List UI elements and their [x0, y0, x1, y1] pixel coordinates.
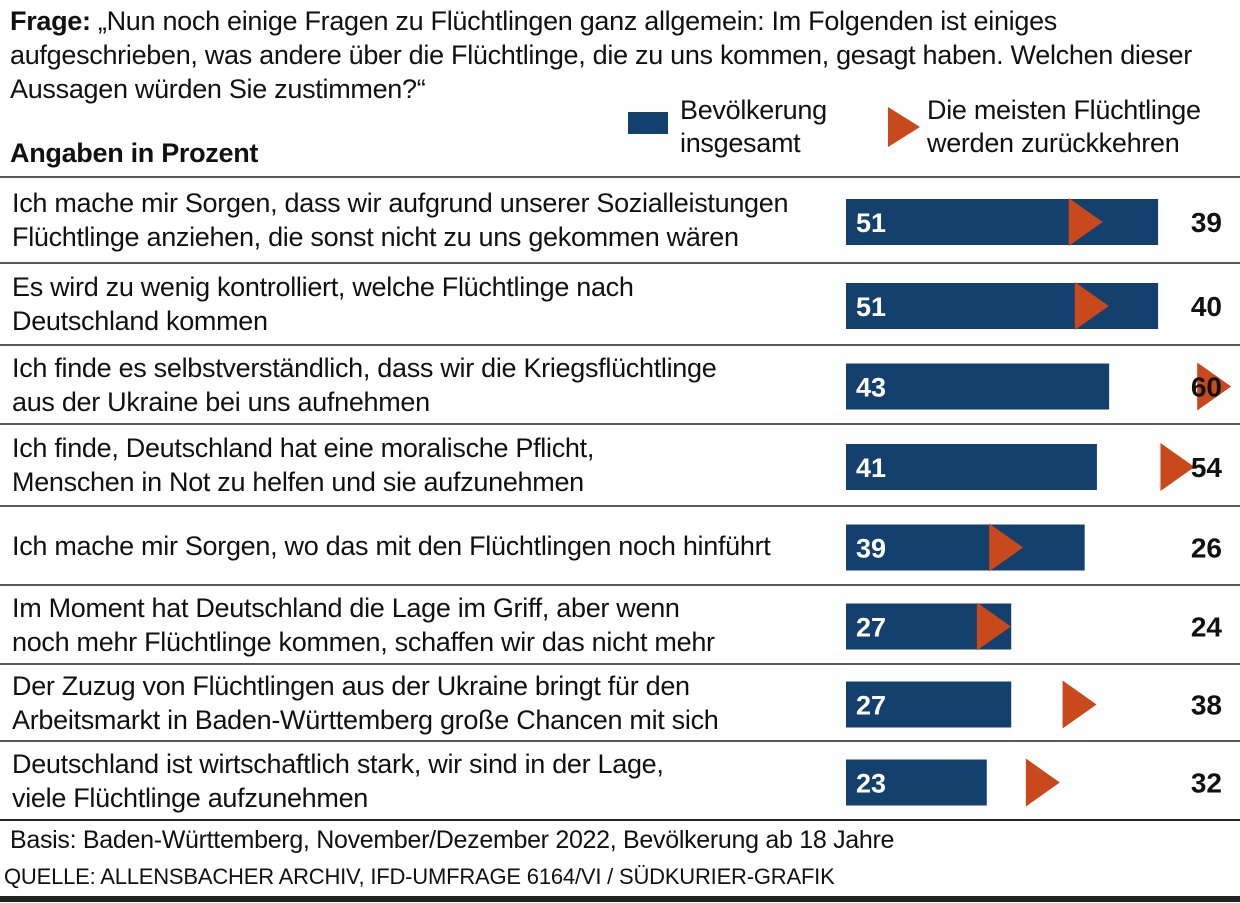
source-note: QUELLE: ALLENSBACHER ARCHIV, IFD-UMFRAGE… [4, 864, 835, 889]
basis-note: Basis: Baden-Württemberg, November/Dezem… [10, 826, 895, 854]
bar [846, 283, 1159, 329]
marker-value-label: 60 [1191, 372, 1222, 403]
question-prefix: Frage: [10, 6, 91, 36]
marker-triangle [1068, 198, 1103, 246]
row-label-line: Der Zuzug von Flüchtlingen aus der Ukrai… [12, 670, 690, 701]
legend-series2-line2: werden zurückkehren [927, 128, 1180, 158]
marker-triangle [1197, 362, 1232, 411]
row-label-line: Ich finde, Deutschland hat eine moralisc… [12, 433, 595, 463]
row-label: Im Moment hat Deutschland die Lage im Gr… [12, 585, 832, 664]
bar [846, 444, 1097, 490]
marker-triangle [1160, 443, 1195, 491]
row-label-line: Menschen in Not zu helfen und sie aufzun… [12, 467, 584, 497]
unit-label: Angaben in Prozent [10, 138, 259, 168]
marker-value-label: 32 [1191, 768, 1222, 799]
row-label: Deutschland ist wirtschaftlich stark, wi… [12, 741, 832, 820]
legend-triangle-icon [888, 107, 920, 147]
row-label-line: Deutschland ist wirtschaftlich stark, wi… [12, 748, 664, 779]
bar-value-label: 27 [856, 691, 886, 721]
row-label-line: Ich mache mir Sorgen, wo das mit den Flü… [12, 530, 771, 561]
legend-series1-line1: Bevölkerung [680, 95, 827, 125]
bottom-rule [0, 896, 1240, 902]
legend-series2-line1: Die meisten Flüchtlinge [927, 95, 1201, 125]
row-label: Der Zuzug von Flüchtlingen aus der Ukrai… [12, 664, 832, 741]
bar-value-label: 27 [856, 613, 886, 643]
row-label: Ich finde es selbstverständlich, dass wi… [12, 345, 832, 424]
row-label-line: Ich finde es selbstverständlich, dass wi… [12, 352, 717, 383]
bar-value-label: 39 [856, 534, 886, 564]
marker-value-label: 38 [1191, 690, 1222, 721]
legend-series2-label: Die meisten Flüchtlinge werden zurückkeh… [927, 94, 1201, 160]
bar [846, 363, 1110, 410]
row-label-line: Deutschland kommen [12, 306, 268, 336]
bar-value-label: 23 [856, 769, 886, 799]
row-label-line: Es wird zu wenig kontrolliert, welche Fl… [12, 272, 634, 302]
row-label: Ich mache mir Sorgen, dass wir aufgrund … [12, 177, 832, 263]
row-label-line: viele Flüchtlinge aufzunehmen [12, 782, 369, 813]
bar [846, 681, 1012, 728]
bar [846, 199, 1159, 245]
row-label-line: noch mehr Flüchtlinge kommen, schaffen w… [12, 626, 715, 657]
row-label: Ich finde, Deutschland hat eine moralisc… [12, 424, 832, 506]
bar [846, 524, 1085, 571]
legend-series1-line2: insgesamt [680, 128, 801, 158]
marker-value-label: 40 [1191, 291, 1222, 322]
marker-value-label: 54 [1191, 452, 1223, 483]
question-body: „Nun noch einige Fragen zu Flüchtlingen … [10, 6, 1192, 104]
marker-value-label: 26 [1191, 533, 1222, 564]
marker-value-label: 39 [1191, 207, 1222, 238]
row-label: Ich mache mir Sorgen, wo das mit den Flü… [12, 506, 832, 585]
row-label: Es wird zu wenig kontrolliert, welche Fl… [12, 263, 832, 345]
marker-value-label: 24 [1191, 612, 1223, 643]
bar-value-label: 51 [856, 208, 886, 238]
row-label-line: aus der Ukraine bei uns aufnehmen [12, 386, 430, 417]
row-label-line: Im Moment hat Deutschland die Lage im Gr… [12, 592, 680, 623]
row-label-line: Flüchtlinge anziehen, die sonst nicht zu… [12, 222, 739, 252]
question-text: Frage: „Nun noch einige Fragen zu Flücht… [10, 4, 1230, 106]
legend-bar-swatch [628, 112, 668, 134]
marker-triangle [1074, 282, 1109, 330]
bar-value-label: 43 [856, 373, 886, 403]
bar [846, 759, 987, 806]
row-label-line: Ich mache mir Sorgen, dass wir aufgrund … [12, 188, 789, 218]
row-label-line: Arbeitsmarkt in Baden-Württemberg große … [12, 704, 719, 735]
bar-value-label: 51 [856, 292, 886, 322]
marker-triangle [976, 602, 1011, 651]
marker-triangle [1062, 680, 1097, 729]
legend-series1-label: Bevölkerung insgesamt [680, 94, 827, 160]
marker-triangle [989, 523, 1024, 572]
marker-triangle [1025, 758, 1060, 807]
bar-value-label: 41 [856, 453, 886, 483]
